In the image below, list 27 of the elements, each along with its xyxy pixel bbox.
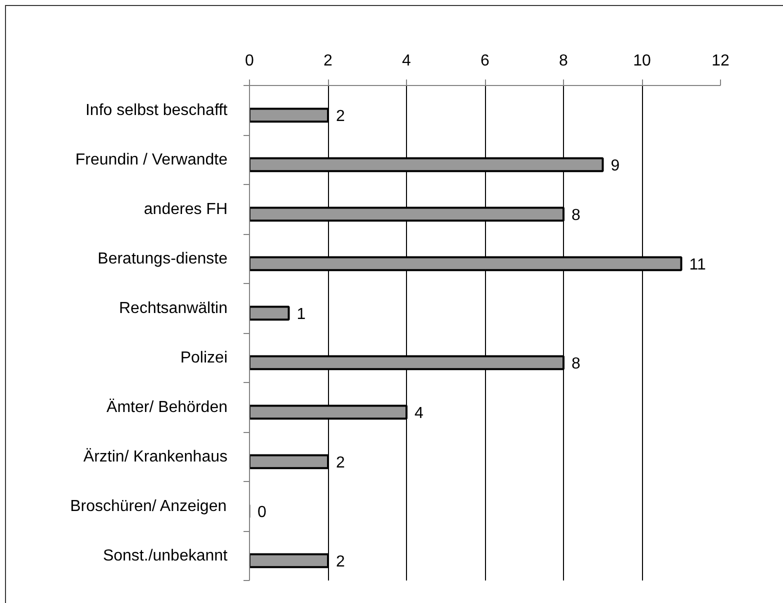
y-tick-label: anderes FH [144, 200, 228, 218]
y-tick-label: Polizei [180, 349, 228, 366]
x-tick-label: 6 [480, 52, 490, 70]
data-label: 9 [610, 158, 620, 175]
data-label: 2 [336, 108, 345, 126]
y-tick-label: Sonst./unbekannt [102, 547, 228, 564]
y-tick-label: Rechtsanwältin [119, 300, 228, 317]
data-label: 0 [258, 504, 266, 522]
data-label: 8 [572, 356, 580, 373]
x-tick-label: 8 [559, 52, 568, 70]
x-tick-label: 4 [402, 52, 412, 70]
data-label: 2 [336, 454, 345, 472]
data-label: 4 [414, 405, 424, 422]
y-tick-label: Broschüren/ Anzeigen [70, 498, 227, 515]
data-label: 1 [296, 306, 306, 324]
y-tick-label: Ärztin/ Krankenhaus [83, 447, 228, 466]
x-tick-label: 0 [245, 52, 254, 70]
data-label: 11 [689, 256, 706, 274]
x-tick-label: 12 [712, 52, 730, 70]
x-tick-label: 2 [324, 52, 333, 70]
data-label: 2 [336, 554, 345, 571]
y-tick-label: Ämter/ Behörden [106, 398, 228, 416]
y-tick-label: Beratungs-dienste [98, 250, 228, 268]
data-label: 8 [572, 207, 580, 224]
y-tick-label: Info selbst beschafft [85, 102, 228, 119]
x-tick-label: 10 [633, 52, 651, 70]
y-tick-label: Freundin / Verwandte [75, 151, 228, 168]
